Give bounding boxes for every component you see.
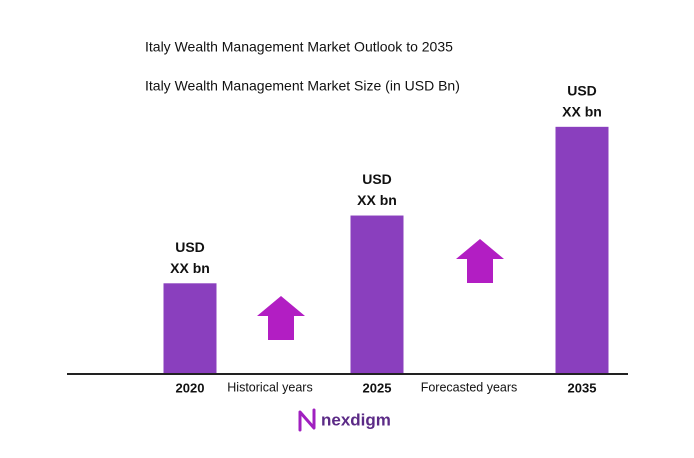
value-label: XX bn (170, 260, 210, 276)
bar (163, 283, 217, 373)
logo: nexdigm (321, 410, 391, 429)
bar (555, 126, 609, 373)
x-tick-label: 2035 (568, 380, 597, 395)
logo-icon (298, 408, 316, 432)
x-tick-label: 2020 (176, 380, 205, 395)
chart-subtitle: Italy Wealth Management Market Size (in … (145, 78, 460, 94)
annotation: Forecasted years (421, 380, 518, 394)
value-label: USD (362, 171, 392, 187)
chart-title: Italy Wealth Management Market Outlook t… (145, 39, 453, 55)
growth-arrow (456, 239, 504, 283)
bar (350, 215, 404, 373)
value-label: USD (567, 83, 597, 99)
value-label: XX bn (357, 192, 397, 208)
value-label: XX bn (562, 104, 602, 120)
value-label: USD (175, 239, 205, 255)
annotation: Historical years (227, 380, 312, 394)
growth-arrow (257, 296, 305, 340)
x-tick-label: 2025 (363, 380, 392, 395)
